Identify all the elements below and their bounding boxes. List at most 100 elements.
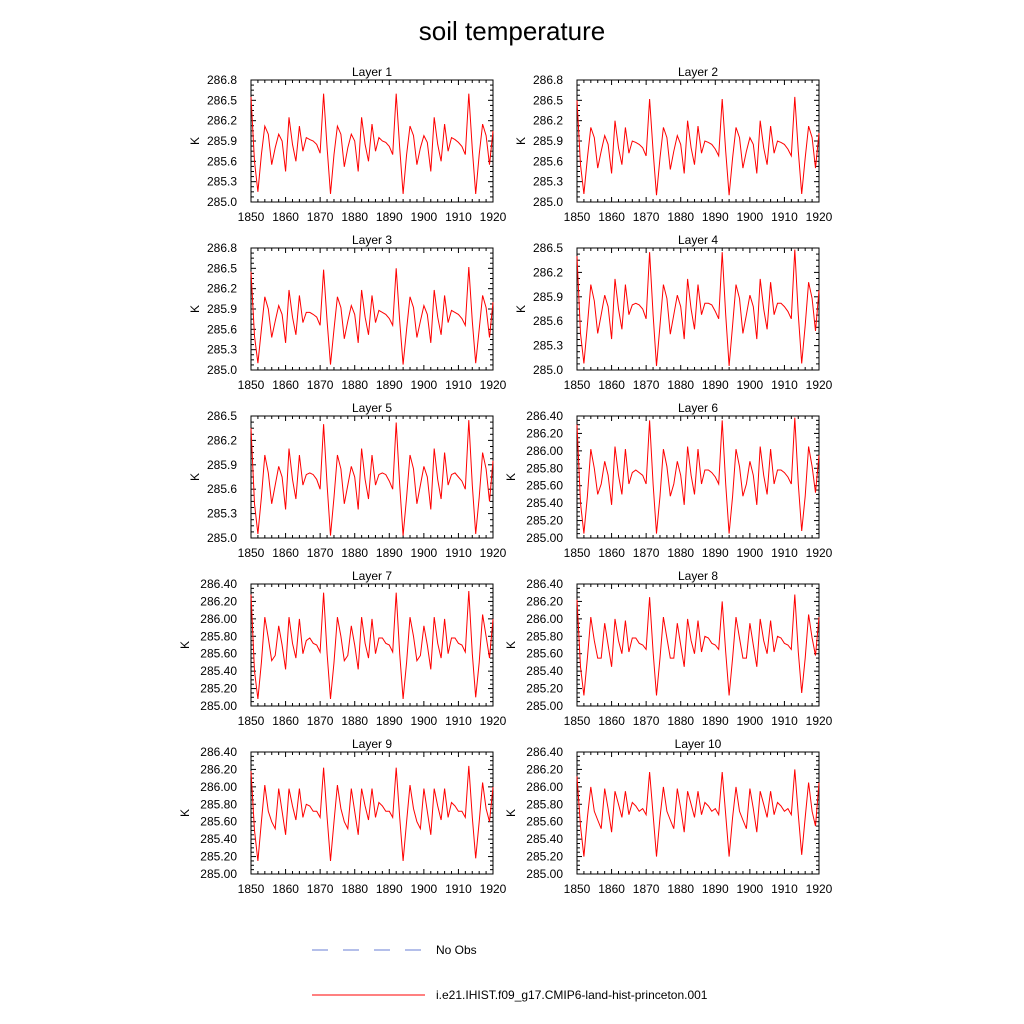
y-axis-label: K [178, 809, 192, 817]
x-tick-label: 1850 [238, 546, 265, 560]
x-tick-label: 1880 [667, 546, 694, 560]
x-tick-label: 1850 [238, 210, 265, 224]
y-tick-label: 285.60 [200, 815, 237, 829]
y-axis-label: K [188, 137, 202, 145]
panel-7: Layer 7 1850 1860 1870 1880 1890 1900 1910 1920 2… [178, 569, 507, 728]
y-tick-label: 286.40 [200, 745, 237, 759]
series-line [250, 93, 494, 194]
panel-title: Layer 9 [352, 737, 392, 751]
x-tick-label: 1910 [771, 546, 798, 560]
x-tick-label: 1910 [771, 210, 798, 224]
x-tick-label: 1920 [480, 378, 507, 392]
y-axis-label: K [514, 137, 528, 145]
y-tick-label: 286.40 [200, 577, 237, 591]
x-tick-label: 1850 [238, 882, 265, 896]
x-tick-label: 1900 [411, 546, 438, 560]
y-tick-label: 286.20 [200, 594, 237, 608]
series-line [250, 765, 494, 861]
y-tick-label: 285.20 [200, 850, 237, 864]
y-tick-label: 285.40 [200, 664, 237, 678]
series-line [250, 590, 494, 700]
y-axis-label: K [188, 305, 202, 313]
x-tick-label: 1920 [806, 714, 833, 728]
y-tick-label: 286.40 [526, 409, 563, 423]
y-tick-label: 285.00 [526, 531, 563, 545]
y-axis-label: K [514, 305, 528, 313]
y-tick-label: 285.6 [533, 154, 563, 168]
legend: No Obs i.e21.IHIST.f09_g17.CMIP6-land-his… [312, 943, 708, 1002]
x-tick-label: 1880 [341, 378, 368, 392]
y-tick-label: 286.00 [200, 612, 237, 626]
x-tick-label: 1850 [564, 210, 591, 224]
y-tick-label: 286.00 [526, 780, 563, 794]
x-tick-label: 1910 [771, 378, 798, 392]
y-tick-label: 285.9 [207, 458, 237, 472]
x-tick-label: 1910 [771, 882, 798, 896]
x-tick-label: 1890 [702, 210, 729, 224]
panel-5: Layer 5 1850 1860 1870 1880 1890 1900 1910 1920 2… [188, 401, 507, 560]
y-tick-label: 286.8 [207, 73, 237, 87]
y-tick-label: 285.60 [200, 647, 237, 661]
y-tick-label: 286.5 [533, 241, 563, 255]
y-tick-label: 286.5 [207, 409, 237, 423]
y-axis-label: K [504, 473, 518, 481]
y-axis-label: K [504, 809, 518, 817]
x-tick-label: 1900 [411, 714, 438, 728]
y-tick-label: 285.6 [207, 322, 237, 336]
y-tick-label: 285.9 [207, 302, 237, 316]
x-tick-label: 1900 [737, 714, 764, 728]
series-line [576, 417, 820, 534]
x-tick-label: 1850 [238, 714, 265, 728]
x-tick-label: 1910 [445, 714, 472, 728]
x-tick-label: 1920 [806, 546, 833, 560]
legend-label-no-obs: No Obs [436, 943, 477, 957]
x-tick-label: 1860 [272, 714, 299, 728]
y-tick-label: 285.40 [526, 664, 563, 678]
y-axis-label: K [504, 641, 518, 649]
y-tick-label: 285.80 [526, 797, 563, 811]
x-tick-label: 1920 [480, 882, 507, 896]
y-tick-label: 285.20 [200, 682, 237, 696]
x-tick-label: 1860 [598, 546, 625, 560]
y-tick-label: 286.40 [526, 577, 563, 591]
x-tick-label: 1880 [667, 882, 694, 896]
y-tick-label: 285.6 [207, 482, 237, 496]
y-tick-label: 285.0 [207, 531, 237, 545]
y-tick-label: 286.5 [207, 93, 237, 107]
y-tick-label: 286.5 [533, 93, 563, 107]
panel-title: Layer 5 [352, 401, 392, 415]
legend-label-model: i.e21.IHIST.f09_g17.CMIP6-land-hist-prin… [436, 988, 708, 1002]
y-tick-label: 285.80 [200, 797, 237, 811]
y-tick-label: 286.00 [526, 444, 563, 458]
x-tick-label: 1910 [771, 714, 798, 728]
y-tick-label: 286.20 [526, 594, 563, 608]
panel-1: Layer 1 1850 1860 1870 1880 1890 1900 1910 1920 2… [188, 65, 507, 224]
x-tick-label: 1880 [667, 378, 694, 392]
panel-4: Layer 4 1850 1860 1870 1880 1890 1900 1910 1920 2… [514, 233, 833, 392]
x-tick-label: 1850 [564, 378, 591, 392]
panel-2: Layer 2 1850 1860 1870 1880 1890 1900 1910 1920 2… [514, 65, 833, 224]
x-tick-label: 1900 [411, 378, 438, 392]
y-tick-label: 285.80 [526, 629, 563, 643]
y-tick-label: 286.2 [207, 433, 237, 447]
x-tick-label: 1910 [445, 546, 472, 560]
panel-title: Layer 3 [352, 233, 392, 247]
y-tick-label: 285.40 [526, 832, 563, 846]
series-line [576, 96, 820, 196]
x-tick-label: 1860 [598, 882, 625, 896]
y-tick-label: 286.2 [533, 114, 563, 128]
y-tick-label: 285.00 [200, 699, 237, 713]
x-tick-label: 1900 [737, 210, 764, 224]
panel-9: Layer 9 1850 1860 1870 1880 1890 1900 1910 1920 2… [178, 737, 507, 896]
panel-title: Layer 7 [352, 569, 392, 583]
y-tick-label: 285.9 [533, 290, 563, 304]
x-tick-label: 1860 [598, 210, 625, 224]
x-tick-label: 1880 [341, 714, 368, 728]
x-tick-label: 1870 [307, 210, 334, 224]
x-tick-label: 1870 [307, 882, 334, 896]
y-tick-label: 285.0 [533, 363, 563, 377]
panel-title: Layer 10 [675, 737, 722, 751]
y-tick-label: 285.80 [526, 461, 563, 475]
x-tick-label: 1870 [633, 210, 660, 224]
x-tick-label: 1880 [667, 210, 694, 224]
